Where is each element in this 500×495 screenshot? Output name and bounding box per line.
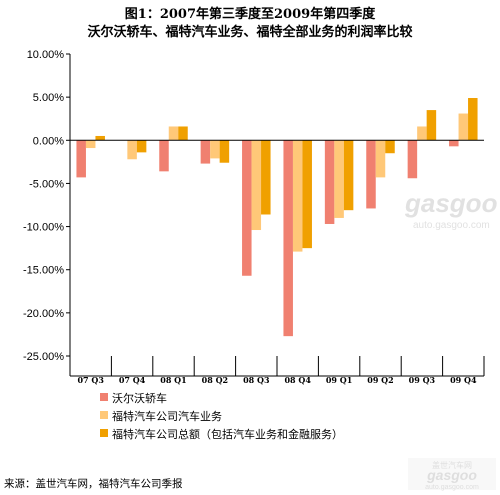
bar [458, 113, 469, 141]
chart-title-line1: 图1：2007年第三季度至2009年第四季度 [125, 6, 376, 22]
bar [219, 140, 230, 163]
x-category-label: 07 Q4 [119, 375, 146, 385]
bar [168, 126, 179, 141]
y-tick-label: -25.00% [23, 351, 64, 363]
watermark-brand-small: gasgoo [426, 467, 477, 483]
watermark-logo-bg [408, 458, 496, 490]
legend-label: 福特汽车公司总额（包括汽车业务和金融服务） [112, 427, 343, 441]
gasgoo-watermark: gasgoo auto.gasgoo.com [404, 188, 498, 231]
bar [385, 140, 395, 154]
bar [375, 140, 386, 178]
source-note: 来源：盖世汽车网，福特汽车公司季报 [4, 477, 183, 490]
bar [407, 140, 418, 179]
legend-swatch [100, 429, 108, 437]
watermark-site-small: auto.gasgoo.com [425, 484, 479, 491]
bar [468, 98, 478, 141]
bar [127, 140, 137, 160]
bar [200, 140, 211, 164]
bar [302, 140, 312, 249]
legend-label: 福特汽车公司汽车业务 [112, 409, 222, 423]
gasgoo-logo-watermark: 盖世汽车网 gasgoo auto.gasgoo.com [408, 458, 496, 491]
legend-swatch [100, 393, 108, 401]
x-category-label: 08 Q4 [284, 375, 311, 385]
y-axis-ticks: 10.00% 5.00% 0.00% -5.00% -10.00% -15.00% -20.… [23, 49, 70, 363]
watermark-brand: gasgoo [404, 188, 498, 218]
bar [178, 126, 188, 141]
bar [76, 140, 86, 178]
bar [417, 126, 427, 141]
y-tick-label: -15.00% [23, 265, 64, 277]
watermark-cn: 盖世汽车网 [432, 460, 472, 470]
bar [251, 140, 262, 231]
bar [324, 140, 335, 224]
y-tick-label: -10.00% [23, 222, 64, 234]
axes [69, 54, 485, 377]
x-category-label: 09 Q3 [409, 375, 436, 385]
legend-swatch [100, 411, 108, 419]
bar [261, 140, 271, 215]
x-category-label: 08 Q2 [202, 375, 228, 385]
y-tick-label: 0.00% [33, 135, 64, 147]
watermark-site: auto.gasgoo.com [413, 220, 490, 231]
y-tick-label: 5.00% [33, 92, 64, 104]
y-tick-label: 10.00% [27, 49, 65, 61]
x-category-label: 09 Q1 [326, 375, 352, 385]
x-category-label: 09 Q2 [367, 375, 393, 385]
bar [242, 140, 252, 276]
x-category-label: 07 Q3 [77, 375, 104, 385]
bar-series-group [76, 98, 478, 337]
x-category-label: 08 Q1 [160, 375, 186, 385]
x-category-label: 08 Q3 [243, 375, 270, 385]
legend-label: 沃尔沃轿车 [112, 391, 167, 405]
bar [426, 110, 437, 141]
bar [343, 140, 354, 211]
bar [292, 140, 303, 252]
chart-title-line2: 沃尔沃轿车、福特汽车业务、福特全部业务的利润率比较 [87, 24, 412, 40]
bar [334, 140, 344, 218]
bar [136, 140, 147, 153]
bar [159, 140, 169, 172]
x-axis-categories: 07 Q3 07 Q4 08 Q1 08 Q2 08 Q3 08 Q4 09 Q1 09 Q2… [77, 375, 476, 385]
y-tick-label: -20.00% [23, 308, 64, 320]
bar [366, 140, 376, 209]
x-category-label: 09 Q4 [450, 375, 477, 385]
bar [85, 140, 96, 149]
y-tick-label: -5.00% [29, 178, 64, 190]
bar [283, 140, 293, 337]
bar [95, 135, 105, 141]
bar [210, 140, 220, 159]
bar [449, 140, 459, 147]
